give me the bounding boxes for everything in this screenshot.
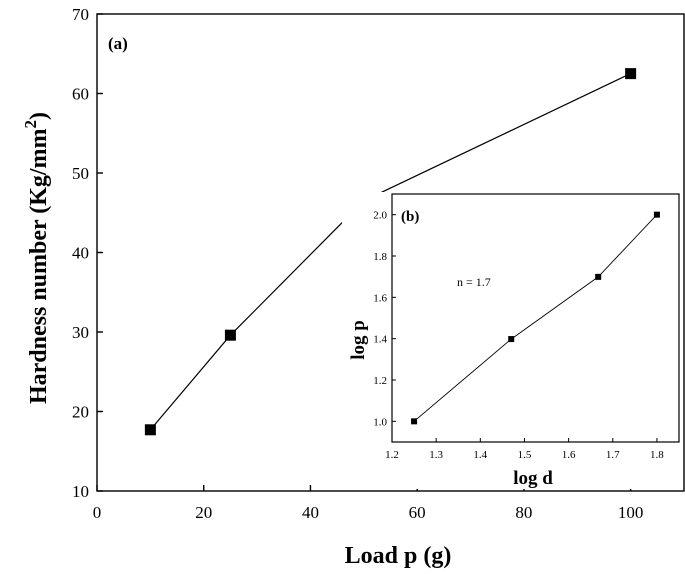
main-y-tick-label: 20 (72, 403, 89, 422)
inset-data-point (653, 211, 660, 218)
y-axis-label: Hardness number (Kg/mm2) (21, 112, 52, 404)
inset-data-point (508, 336, 515, 343)
inset-plot: 1.2 1.3 1.4 1.5 1.6 1.7 1.81.01.21.41.61.82.0 … (342, 192, 681, 489)
inset-y-tick-label: 2.0 (373, 210, 387, 222)
inset-y-tick-label: 1.4 (373, 334, 387, 346)
inset-y-tick-label: 1.6 (373, 292, 387, 304)
inset-x-tick-label: 1.3 (429, 449, 443, 461)
inset-x-tick-label: 1.5 (518, 449, 532, 461)
main-x-tick-label: 0 (93, 503, 102, 522)
inset-y-axis-label: log p (348, 320, 369, 360)
inset-x-tick-label: 1.6 (562, 449, 576, 461)
inset-data-point (595, 273, 602, 280)
main-data-point (625, 68, 637, 80)
inset-ticks: 1.2 1.3 1.4 1.5 1.6 1.7 1.8 1.0 1.2 1.4 1.6 1.8 2.0 (373, 210, 664, 461)
y-axis-label-close: ) (26, 112, 52, 120)
main-x-tick-label: 20 (195, 503, 212, 522)
main-y-tick-label: 50 (72, 164, 89, 183)
main-x-tick-label: 100 (618, 503, 644, 522)
main-data-point (224, 329, 236, 341)
inset-y-tick-label: 1.0 (373, 416, 387, 428)
inset-data-point (411, 418, 418, 425)
inset-x-axis-label: log d (513, 468, 553, 489)
main-y-tick-label: 40 (72, 244, 89, 263)
y-axis-label-main: Hardness number (Kg/mm (26, 128, 52, 404)
y-axis-label-sup: 2 (21, 120, 40, 129)
main-y-tick-label: 60 (72, 85, 89, 104)
main-series-line (149, 73, 631, 431)
inset-y-tick-label: 1.8 (373, 251, 387, 263)
inset-x-tick-label: 1.4 (473, 449, 487, 461)
main-x-tick-label: 80 (515, 503, 532, 522)
inset-series-markers (411, 211, 660, 425)
main-x-tick-label: 40 (302, 503, 319, 522)
main-data-point (144, 424, 156, 436)
inset-series-line (413, 214, 658, 422)
inset-plot-frame (391, 193, 680, 443)
main-plot: 0 20 40 60 80 100 10 20 30 40 50 60 70 (a) Load p (g… (21, 5, 685, 569)
inset-annotation: n = 1.7 (457, 275, 491, 289)
x-axis-label: Load p (g) (345, 543, 452, 569)
inset-x-tick-label: 1.8 (650, 449, 664, 461)
inset-x-tick-label: 1.7 (606, 449, 620, 461)
main-y-tick-label: 30 (72, 323, 89, 342)
main-y-tick-label: 70 (72, 5, 89, 24)
inset-x-tick-label: 1.2 (385, 449, 399, 461)
panel-label-b: (b) (401, 209, 419, 225)
inset-y-tick-label: 1.2 (373, 375, 387, 387)
main-ticks: 0 20 40 60 80 100 10 20 30 40 50 60 70 (72, 5, 643, 522)
panel-label-a: (a) (108, 34, 128, 53)
main-y-tick-label: 10 (72, 482, 89, 501)
main-x-tick-label: 60 (409, 503, 426, 522)
